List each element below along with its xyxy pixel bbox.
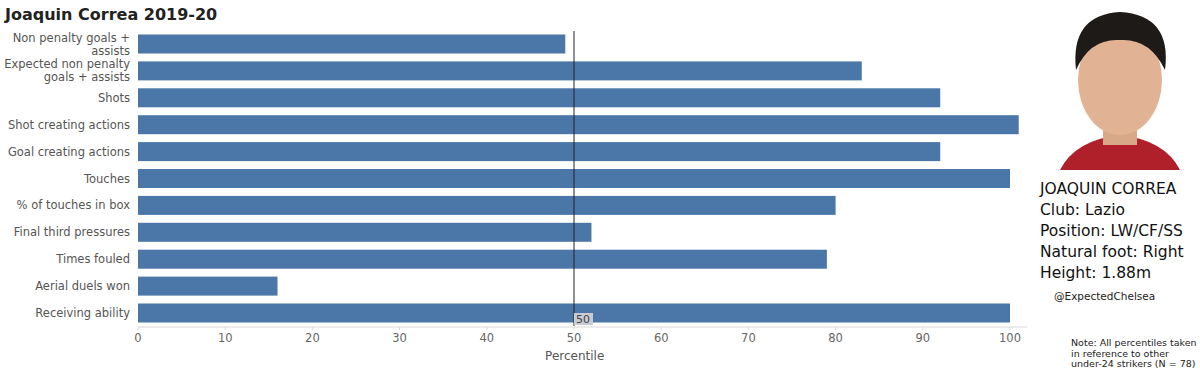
label-line: Non penalty goals + — [13, 31, 130, 45]
label-line: Shot creating actions — [8, 118, 130, 132]
category-label: Non penalty goals +assists — [13, 31, 130, 58]
x-tick — [399, 327, 400, 330]
bar — [138, 196, 836, 215]
bars — [138, 35, 1019, 323]
x-axis-label: Percentile — [545, 349, 604, 363]
bar — [138, 142, 940, 161]
x-tick-label: 30 — [392, 331, 407, 345]
label-line: Times fouled — [55, 252, 130, 266]
label-line: % of touches in box — [17, 198, 131, 212]
x-tick-label: 80 — [828, 331, 843, 345]
x-tick-label: 20 — [305, 331, 320, 345]
label-line: Receiving ability — [35, 306, 130, 320]
x-tick — [312, 327, 313, 330]
player-detail: Club: Lazio — [1040, 201, 1125, 219]
credit: @ExpectedChelsea — [1054, 290, 1155, 302]
label-line: goals + assists — [44, 70, 130, 84]
label-line: Touches — [83, 172, 130, 186]
x-tick-label: 10 — [218, 331, 233, 345]
x-tick-label: 40 — [479, 331, 494, 345]
bar — [138, 277, 278, 296]
photo-bg — [1050, 5, 1190, 170]
label-line: Aerial duels won — [35, 279, 130, 293]
bar — [138, 115, 1019, 134]
bar — [138, 88, 940, 107]
x-tick-label: 60 — [654, 331, 669, 345]
label-line: assists — [91, 44, 130, 58]
player-detail: Position: LW/CF/SS — [1040, 222, 1183, 240]
label-line: Goal creating actions — [8, 145, 130, 159]
category-label: Touches — [83, 172, 130, 186]
x-tick — [486, 327, 487, 330]
category-label: Final third pressures — [14, 225, 130, 239]
player-name: JOAQUIN CORREA — [1039, 180, 1177, 198]
reference-line — [574, 31, 575, 326]
label-line: Final third pressures — [14, 225, 130, 239]
player-detail: Height: 1.88m — [1040, 264, 1151, 282]
x-tick — [1010, 327, 1011, 330]
bar — [138, 223, 591, 242]
x-tick — [922, 327, 923, 330]
x-tick-label: 70 — [741, 331, 756, 345]
x-tick-label: 50 — [567, 331, 582, 345]
x-tick — [661, 327, 662, 330]
category-label: Expected non penaltygoals + assists — [4, 57, 130, 84]
note: Note: All percentiles taken — [1071, 337, 1197, 348]
x-tick-label: 100 — [999, 331, 1021, 345]
player-detail: Natural foot: Right — [1040, 243, 1184, 261]
label-line: Shots — [98, 91, 130, 105]
x-tick-label: 0 — [134, 331, 141, 345]
category-label: Aerial duels won — [35, 279, 130, 293]
category-label: Shot creating actions — [8, 118, 130, 132]
chart-title: Joaquin Correa 2019-20 — [4, 5, 217, 24]
reference-label: 50 — [576, 313, 590, 326]
x-axis-line — [138, 327, 1027, 328]
x-tick — [574, 327, 575, 330]
bar — [138, 35, 565, 54]
bar — [138, 250, 827, 269]
label-line: Expected non penalty — [4, 57, 130, 71]
note: in reference to other — [1071, 348, 1169, 359]
category-label: Shots — [98, 91, 130, 105]
reference-label-bg — [574, 313, 593, 325]
note: under-24 strikers (N = 78) — [1071, 358, 1195, 369]
category-label: % of touches in box — [17, 198, 131, 212]
x-tick — [748, 327, 749, 330]
category-label: Goal creating actions — [8, 145, 130, 159]
bar — [138, 61, 862, 80]
x-tick — [138, 327, 139, 330]
x-tick-label: 90 — [915, 331, 930, 345]
x-tick — [835, 327, 836, 330]
photo-hair — [1075, 12, 1165, 70]
player-photo — [1050, 5, 1190, 170]
category-label: Times fouled — [55, 252, 130, 266]
x-tick — [225, 327, 226, 330]
category-label: Receiving ability — [35, 306, 130, 320]
